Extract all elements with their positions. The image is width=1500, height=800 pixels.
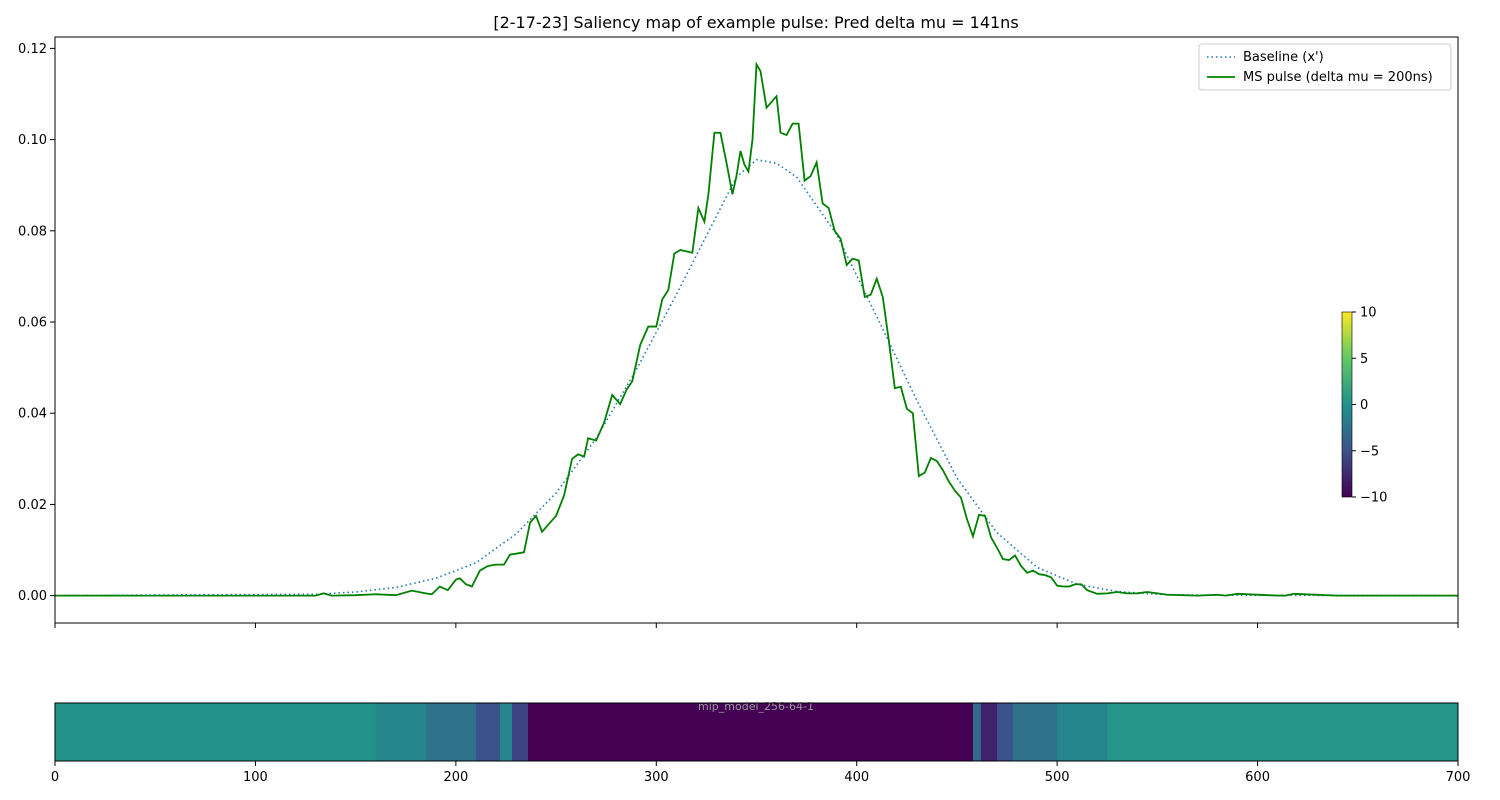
y-tick-label: 0.06	[18, 316, 47, 331]
saliency-x-tick-label: 200	[443, 770, 468, 785]
legend-baseline-label: Baseline (x')	[1243, 50, 1324, 65]
saliency-x-tick-label: 300	[644, 770, 669, 785]
colorbar-tick-label: 5	[1360, 352, 1368, 367]
y-tick-label: 0.10	[18, 133, 47, 148]
model-watermark: mlp_model_256-64-1	[698, 700, 814, 713]
saliency-heatmap-panel: mlp_model_256-64-1 0 100 200 300 400 500 600 70…	[51, 700, 1471, 785]
saliency-cell	[997, 703, 1014, 761]
saliency-strip	[55, 703, 1459, 761]
y-tick-label: 0.00	[18, 589, 47, 604]
saliency-cell	[475, 703, 501, 761]
saliency-cell	[375, 703, 427, 761]
main-plot-area: 0.00 0.02 0.04 0.06 0.08 0.10 0.12	[18, 36, 1459, 628]
baseline-series-line	[54, 158, 1459, 597]
y-tick-label: 0.12	[18, 42, 47, 57]
colorbar-gradient	[1341, 311, 1353, 498]
x-axis-main	[54, 623, 1459, 628]
legend-pulse-label: MS pulse (delta mu = 200ns)	[1243, 70, 1433, 85]
chart-title: [2-17-23] Saliency map of example pulse:…	[493, 13, 1018, 32]
saliency-cell	[1107, 703, 1459, 761]
saliency-x-axis: 0 100 200 300 400 500 600 700	[51, 761, 1471, 785]
y-tick-label: 0.04	[18, 407, 47, 422]
saliency-cell	[980, 703, 998, 761]
saliency-cell	[972, 703, 982, 761]
saliency-x-tick-label: 100	[243, 770, 268, 785]
saliency-x-tick-label: 0	[51, 770, 59, 785]
colorbar-ticks: 10 5 0 −5 −10	[1352, 306, 1387, 506]
y-tick-label: 0.02	[18, 498, 47, 513]
saliency-cell	[528, 703, 974, 761]
saliency-x-tick-label: 400	[844, 770, 869, 785]
main-plot-frame	[54, 36, 1459, 624]
saliency-x-tick-label: 600	[1245, 770, 1270, 785]
saliency-frame	[54, 702, 1459, 762]
colorbar-tick-label: 10	[1360, 306, 1377, 321]
saliency-cell	[499, 703, 513, 761]
y-axis: 0.00 0.02 0.04 0.06 0.08 0.10 0.12	[18, 42, 55, 604]
saliency-x-tick-label: 700	[1446, 770, 1471, 785]
y-tick-label: 0.08	[18, 224, 47, 239]
saliency-cell	[1013, 703, 1058, 761]
saliency-cell	[511, 703, 529, 761]
saliency-cell	[1057, 703, 1108, 761]
colorbar-tick-label: −5	[1360, 444, 1379, 459]
pulse-series-line	[55, 61, 1458, 597]
legend-box	[1198, 43, 1452, 91]
saliency-cell	[55, 703, 377, 761]
legend: Baseline (x') MS pulse (delta mu = 200ns…	[1198, 43, 1452, 91]
colorbar: 10 5 0 −5 −10	[1341, 306, 1387, 506]
saliency-x-tick-label: 500	[1045, 770, 1070, 785]
colorbar-tick-label: −10	[1360, 491, 1387, 506]
colorbar-tick-label: 0	[1360, 398, 1368, 413]
saliency-cell	[425, 703, 477, 761]
